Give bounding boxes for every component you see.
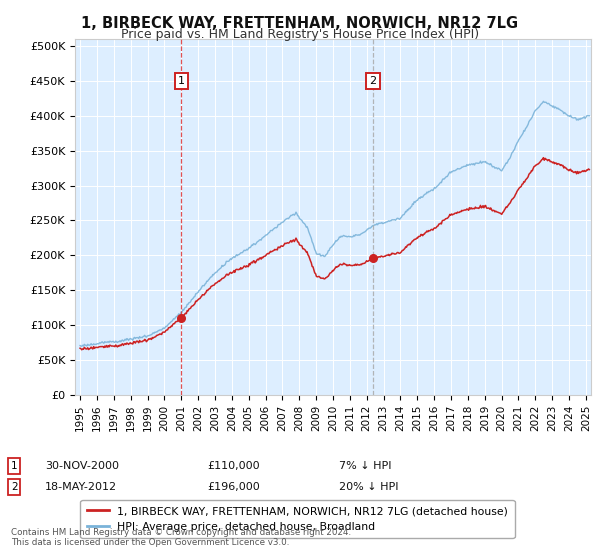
Text: 1: 1 <box>11 461 17 471</box>
Text: 1: 1 <box>178 76 185 86</box>
Text: 1, BIRBECK WAY, FRETTENHAM, NORWICH, NR12 7LG: 1, BIRBECK WAY, FRETTENHAM, NORWICH, NR1… <box>82 16 518 31</box>
Text: 30-NOV-2000: 30-NOV-2000 <box>45 461 119 471</box>
Text: Price paid vs. HM Land Registry's House Price Index (HPI): Price paid vs. HM Land Registry's House … <box>121 28 479 41</box>
Text: 18-MAY-2012: 18-MAY-2012 <box>45 482 117 492</box>
Text: £110,000: £110,000 <box>207 461 260 471</box>
Text: 2: 2 <box>370 76 377 86</box>
Text: 7% ↓ HPI: 7% ↓ HPI <box>339 461 391 471</box>
Text: 2: 2 <box>11 482 17 492</box>
Legend: 1, BIRBECK WAY, FRETTENHAM, NORWICH, NR12 7LG (detached house), HPI: Average pri: 1, BIRBECK WAY, FRETTENHAM, NORWICH, NR1… <box>80 500 515 538</box>
Text: 20% ↓ HPI: 20% ↓ HPI <box>339 482 398 492</box>
Text: £196,000: £196,000 <box>207 482 260 492</box>
Text: Contains HM Land Registry data © Crown copyright and database right 2024.
This d: Contains HM Land Registry data © Crown c… <box>11 528 351 547</box>
